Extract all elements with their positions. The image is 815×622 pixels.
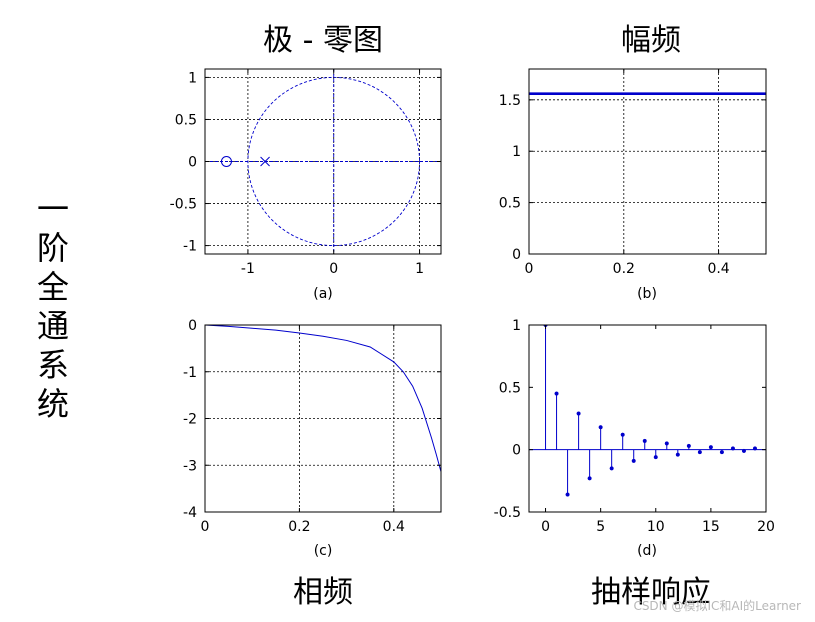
y-tick-label: -1 xyxy=(183,365,197,381)
x-tick-label: 0.4 xyxy=(707,261,729,277)
stem-point xyxy=(719,450,724,455)
subplot-title: 幅频 xyxy=(621,23,681,58)
stem-point xyxy=(620,432,625,437)
stem-point xyxy=(675,452,680,457)
x-tick-label: 0.2 xyxy=(288,519,310,535)
y-tick-label: 0 xyxy=(512,443,521,459)
chart-c: 0 0.2 0.4 -4 -3 -2 -1 0 (c) 相频 xyxy=(183,318,442,610)
y-tick-label: -1 xyxy=(183,239,197,255)
subplot-caption: (c) xyxy=(314,543,333,559)
watermark: CSDN @模拟IC和AI的Learner xyxy=(633,599,801,613)
y-tick-label: 1 xyxy=(188,70,197,86)
y-tick-label: 1 xyxy=(512,144,521,160)
x-tick-label: 10 xyxy=(647,519,665,535)
x-tick-label: 0 xyxy=(525,261,534,277)
chart-d: 0 5 10 15 20 -0.5 0 0.5 1 (d) 抽样响应 xyxy=(494,318,775,610)
y-tick-label: -3 xyxy=(183,458,197,474)
stem-point xyxy=(653,455,658,460)
side-title: 一 阶 全 通 系 统 xyxy=(30,190,76,424)
axes-box xyxy=(528,324,767,513)
stem-point xyxy=(730,446,735,451)
stem-point xyxy=(708,445,713,450)
side-title-char: 统 xyxy=(36,385,69,423)
axes-box xyxy=(528,68,767,255)
stem-point xyxy=(664,441,669,446)
stem-point xyxy=(697,450,702,455)
chart-b: 0 0.2 0.4 0 0.5 1 1.5 (b) 幅频 xyxy=(499,23,767,302)
y-tick-label: 1 xyxy=(512,318,521,334)
x-tick-label: 0 xyxy=(201,519,210,535)
y-tick-label: -4 xyxy=(183,505,197,521)
pole-marker xyxy=(260,156,270,167)
side-title-char: 一 xyxy=(36,190,69,228)
stem-point xyxy=(741,448,747,453)
subplot-title: 抽样响应 xyxy=(591,575,711,610)
y-tick-label: -2 xyxy=(183,412,197,428)
x-tick-label: 0.2 xyxy=(613,261,635,277)
subplot-title: 极 - 零图 xyxy=(263,23,383,58)
subplot-title: 相频 xyxy=(293,575,353,610)
y-tick-label: 1.5 xyxy=(499,93,521,109)
y-tick-label: 0.5 xyxy=(499,380,521,396)
stem-point xyxy=(752,446,758,451)
x-tick-label: 5 xyxy=(596,519,605,535)
subplot-caption: (d) xyxy=(637,543,657,559)
y-tick-label: 0.5 xyxy=(175,112,197,128)
stem-point xyxy=(598,425,603,430)
y-tick-label: 0 xyxy=(512,247,521,263)
side-title-char: 通 xyxy=(36,307,69,345)
x-tick-label: 20 xyxy=(757,519,775,535)
side-title-char: 系 xyxy=(36,346,69,384)
y-tick-label: 0 xyxy=(188,155,197,171)
y-tick-label: 0.5 xyxy=(499,196,521,212)
stem-point xyxy=(631,458,636,463)
stem-point xyxy=(686,443,691,448)
stem-point xyxy=(565,492,570,497)
zero-marker xyxy=(220,156,232,167)
unit-circle xyxy=(247,76,420,247)
x-tick-label: 0.4 xyxy=(383,519,405,535)
y-tick-label: -0.5 xyxy=(494,505,521,521)
stem-point xyxy=(642,438,647,443)
subplot-caption: (b) xyxy=(637,286,657,302)
plot-data xyxy=(205,69,441,254)
stem-point xyxy=(576,411,581,416)
plot-data xyxy=(205,325,441,472)
stem-point xyxy=(609,466,614,471)
stem-point xyxy=(587,476,592,481)
x-tick-label: 0 xyxy=(329,261,338,277)
side-title-char: 全 xyxy=(36,268,69,306)
series-line xyxy=(205,325,441,472)
stem-point xyxy=(554,391,559,396)
side-title-char: 阶 xyxy=(36,229,69,267)
x-tick-label: -1 xyxy=(241,261,255,277)
plot-data xyxy=(529,325,766,497)
x-tick-label: 0 xyxy=(541,519,550,535)
x-tick-label: 1 xyxy=(415,261,424,277)
y-tick-label: 0 xyxy=(188,318,197,334)
subplot-caption: (a) xyxy=(313,286,333,302)
chart-a: -1 0 1 -1 -0.5 0 0.5 1 (a) 极 - 零图 xyxy=(170,23,442,302)
y-tick-label: -0.5 xyxy=(170,197,197,213)
x-tick-label: 15 xyxy=(702,519,720,535)
